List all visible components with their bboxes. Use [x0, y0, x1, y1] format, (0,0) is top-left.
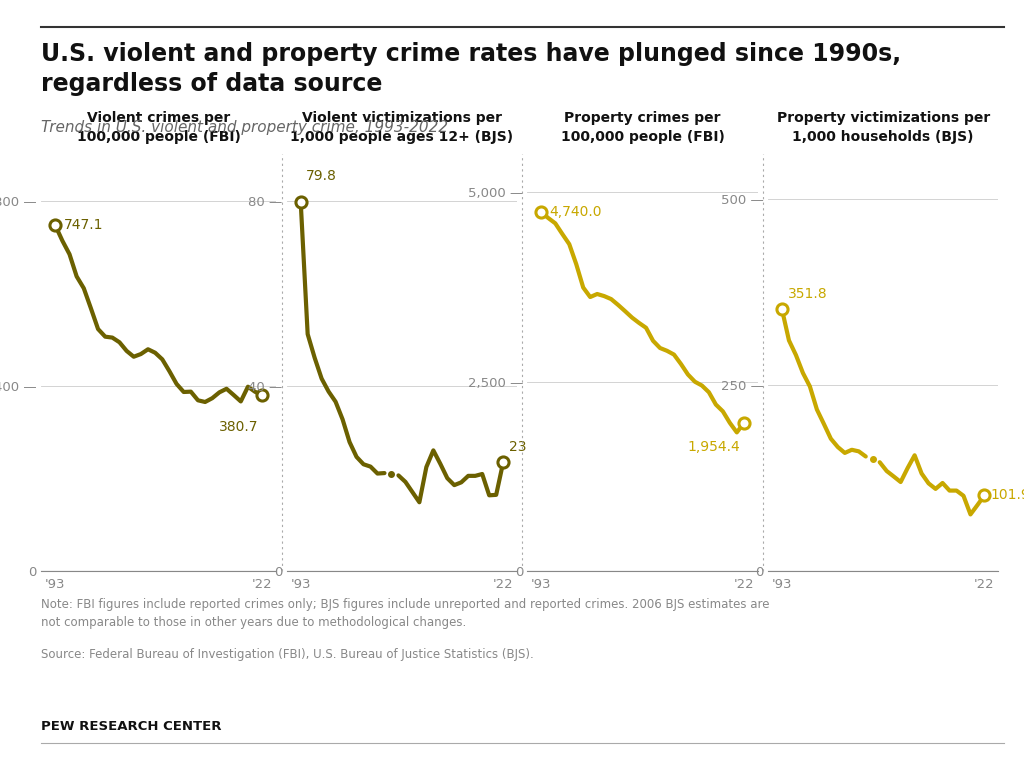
Text: Source: Federal Bureau of Investigation (FBI), U.S. Bureau of Justice Statistics: Source: Federal Bureau of Investigation … — [41, 648, 534, 662]
Text: U.S. violent and property crime rates have plunged since 1990s,
regardless of da: U.S. violent and property crime rates ha… — [41, 42, 901, 96]
Text: 380.7: 380.7 — [219, 420, 259, 434]
Title: Violent crimes per
100,000 people (FBI): Violent crimes per 100,000 people (FBI) — [77, 111, 241, 144]
Text: 4,740.0: 4,740.0 — [550, 205, 602, 219]
Text: 101.9: 101.9 — [990, 489, 1024, 503]
Text: 351.8: 351.8 — [787, 287, 827, 301]
Text: Trends in U.S. violent and property crime, 1993-2022: Trends in U.S. violent and property crim… — [41, 120, 449, 134]
Title: Violent victimizations per
1,000 people ages 12+ (BJS): Violent victimizations per 1,000 people … — [291, 111, 513, 144]
Text: 747.1: 747.1 — [63, 218, 103, 232]
Title: Property crimes per
100,000 people (FBI): Property crimes per 100,000 people (FBI) — [560, 111, 725, 144]
Text: PEW RESEARCH CENTER: PEW RESEARCH CENTER — [41, 720, 221, 733]
Text: 1,954.4: 1,954.4 — [687, 440, 740, 454]
Text: Note: FBI figures include reported crimes only; BJS figures include unreported a: Note: FBI figures include reported crime… — [41, 598, 769, 629]
Text: 79.8: 79.8 — [306, 169, 337, 183]
Title: Property victimizations per
1,000 households (BJS): Property victimizations per 1,000 househ… — [776, 111, 990, 144]
Text: 23.5: 23.5 — [509, 440, 540, 454]
